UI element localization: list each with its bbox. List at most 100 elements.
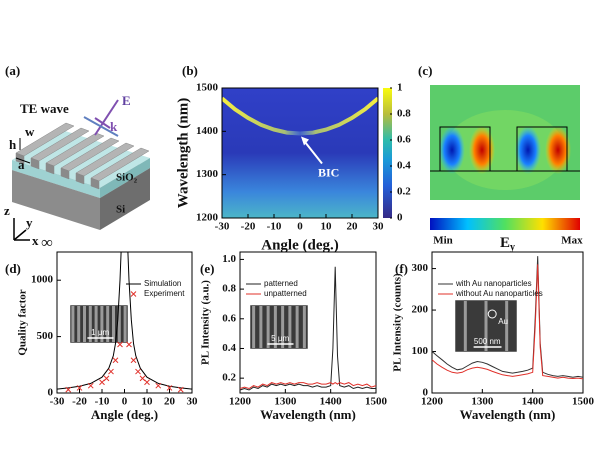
x-tick-label: 30 <box>187 396 199 408</box>
resonance-band <box>222 96 378 136</box>
inset-stripe <box>106 306 110 342</box>
y-tick-label: 0.4 <box>222 342 236 354</box>
x-tick-label: 30 <box>373 221 385 233</box>
colorbar-tick-label: 0.8 <box>397 108 411 120</box>
axis-label: x <box>32 233 39 248</box>
x-tick-label: 1300 <box>471 396 494 408</box>
panel-label: (a) <box>5 63 20 78</box>
y-tick-label: 1000 <box>31 274 54 286</box>
y-tick-label: 0.8 <box>222 283 236 295</box>
layer-label: SiO₂ <box>116 172 138 184</box>
inset-stripe <box>295 306 299 348</box>
inset-stripe <box>94 306 98 342</box>
x-tick-label: -20 <box>72 396 87 408</box>
inset-marker <box>487 309 497 319</box>
x-tick-label: -30 <box>50 396 65 408</box>
inset-stripe <box>100 306 104 342</box>
inset-stripe <box>302 306 306 348</box>
inset-stripe <box>484 301 488 351</box>
data-point <box>87 382 94 389</box>
inset-stripe <box>463 301 467 351</box>
label-main: E <box>500 235 510 251</box>
x-tick-label: 1200 <box>229 396 252 408</box>
y-tick-label: 1300 <box>196 168 219 180</box>
panel-label: (b) <box>182 63 198 78</box>
data-line <box>239 266 376 391</box>
field-map <box>430 85 580 230</box>
a-label: a <box>18 157 25 172</box>
legend-label: Experiment <box>144 289 185 298</box>
data-point <box>112 357 119 364</box>
e-label: E <box>122 93 131 108</box>
data-point <box>155 382 162 389</box>
axis-label: y <box>26 215 33 230</box>
x-tick-label: -30 <box>215 221 230 233</box>
data-point <box>103 375 110 382</box>
x-tick-label: 1300 <box>274 396 297 408</box>
inset-label: Au <box>498 317 508 326</box>
x-tick-label: 20 <box>164 396 176 408</box>
panel-label: (f) <box>395 261 408 276</box>
colorbar-min: Min <box>433 235 453 247</box>
data-point <box>130 357 137 364</box>
annotation: BIC <box>318 165 339 179</box>
y-tick-label: 1.0 <box>222 253 236 265</box>
inset-stripe <box>266 306 270 348</box>
x-tick-label: 1500 <box>572 396 595 408</box>
wave-label: TE wave <box>20 101 69 116</box>
w-label: w <box>25 124 35 139</box>
h-label: h <box>9 137 17 152</box>
arrow-head <box>301 136 309 146</box>
annotation-arrow <box>302 138 323 165</box>
data-point <box>99 379 105 386</box>
legend-label: without Au nanoparticles <box>455 289 543 298</box>
data-point <box>135 368 141 375</box>
x-axis-label: Angle (deg.) <box>91 407 158 422</box>
label-sub: y <box>510 242 515 253</box>
legend-label: Simulation <box>144 279 181 288</box>
y-tick-label: 1200 <box>196 212 219 224</box>
y-tick-label: 0.6 <box>222 312 236 324</box>
x-tick-label: -10 <box>267 221 282 233</box>
structure-diagram <box>12 99 150 241</box>
x-tick-label: 0 <box>297 221 303 233</box>
y-axis-label: PL Intensity (counts) <box>392 273 404 372</box>
colorbar-tick-label: 0.2 <box>397 186 411 198</box>
k-label: k <box>110 119 118 134</box>
data-point <box>76 385 83 391</box>
data-point <box>126 341 132 348</box>
inset-label: 5 μm <box>271 334 289 343</box>
y-axis-label: Quality factor <box>17 289 29 355</box>
inset-stripe <box>83 306 86 342</box>
y-tick-label: 0.2 <box>222 372 236 384</box>
y-tick-label: 1400 <box>196 125 219 137</box>
inset-stripe <box>117 306 121 342</box>
y-tick-label: 200 <box>412 304 429 316</box>
data-point <box>117 341 123 348</box>
y-tick-label: 100 <box>412 345 429 357</box>
inset-stripe <box>281 306 285 348</box>
plot-frame <box>239 251 377 394</box>
colorbar-label: Ey <box>500 235 515 253</box>
x-tick-label: 1400 <box>522 396 545 408</box>
y-tick-label: 0 <box>48 387 54 399</box>
inset-stripe <box>259 306 263 348</box>
data-line <box>431 256 584 378</box>
x-tick-label: 10 <box>321 221 333 233</box>
x-axis-label: Wavelength (nm) <box>260 407 356 422</box>
inset-label: 500 nm <box>474 337 501 346</box>
x-axis-label: Angle (deg.) <box>261 237 339 253</box>
inset-stripe <box>77 306 81 342</box>
plot-frame <box>431 251 584 394</box>
inset-stripe <box>252 306 256 348</box>
data-point <box>166 385 173 391</box>
y-tick-label: 500 <box>37 330 54 342</box>
x-tick-label: 10 <box>142 396 154 408</box>
x-tick-label: -20 <box>241 221 256 233</box>
inset-stripe <box>123 306 127 342</box>
data-point <box>144 379 150 386</box>
data-point <box>139 375 146 382</box>
panel-label: (c) <box>418 63 432 78</box>
inset-stripe <box>112 306 115 342</box>
